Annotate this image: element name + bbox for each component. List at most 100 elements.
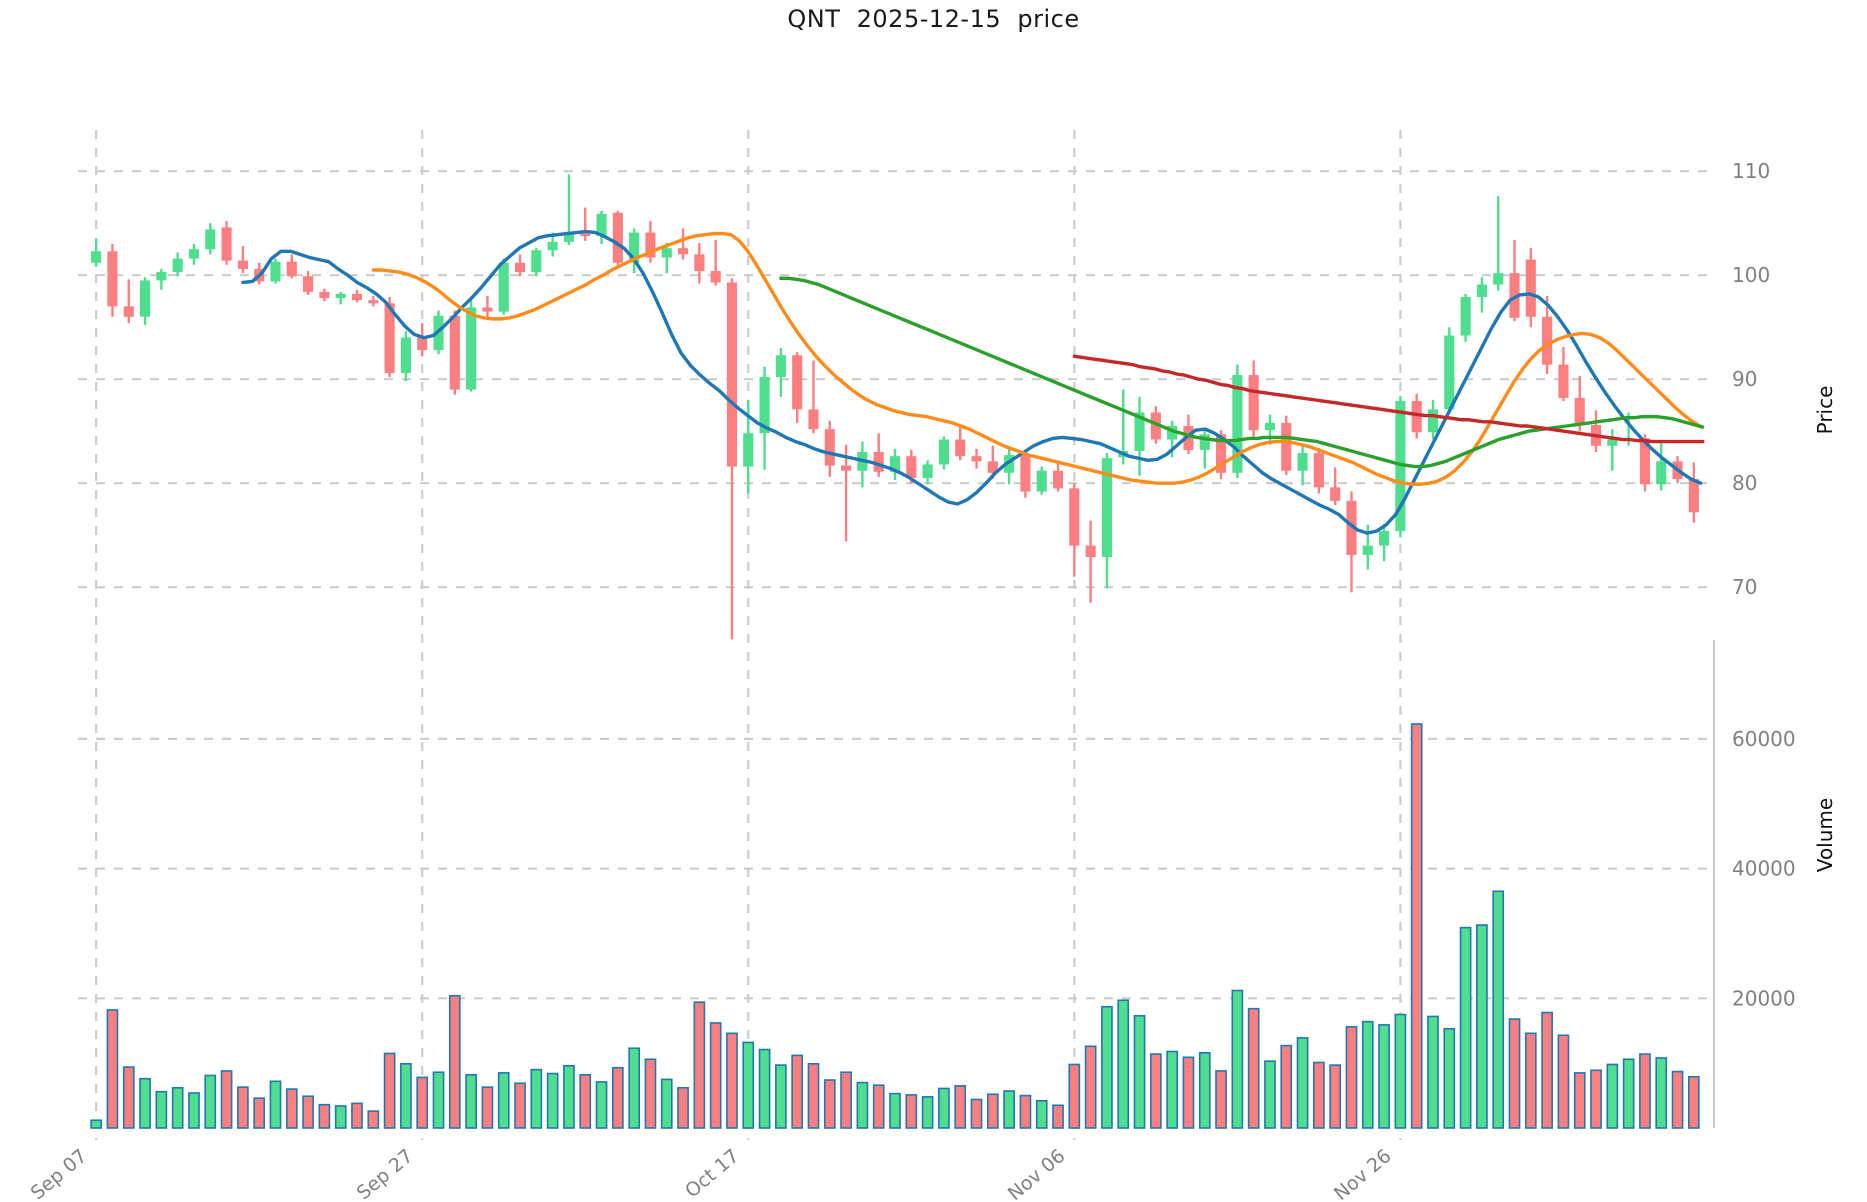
volume-bar <box>106 1009 119 1129</box>
candle-body <box>1525 259 1536 317</box>
candle-body <box>1688 479 1699 513</box>
candle-body <box>971 456 982 462</box>
volume-bar <box>921 1096 934 1129</box>
volume-bar <box>1655 1057 1668 1129</box>
candle-body <box>1101 458 1112 558</box>
volume-bar <box>171 1086 184 1129</box>
candle-body <box>1248 375 1259 431</box>
candle-body <box>156 272 167 281</box>
volume-bar <box>90 1119 103 1129</box>
date-tick-label: Nov 06 <box>1004 1145 1070 1202</box>
candle-body <box>743 433 754 467</box>
volume-bar <box>758 1048 771 1129</box>
candle-body <box>612 212 623 263</box>
volume-bar <box>416 1076 429 1129</box>
volume-bar <box>1427 1015 1439 1129</box>
volume-bar <box>742 1041 755 1129</box>
volume-bar <box>188 1092 200 1129</box>
volume-bar <box>1182 1056 1195 1129</box>
volume-bar <box>155 1090 168 1129</box>
volume-bar <box>1606 1063 1619 1129</box>
volume-bar <box>726 1032 738 1129</box>
candle-body <box>1639 438 1650 485</box>
candle-body <box>335 293 346 299</box>
volume-tick-label: 60000 <box>1732 727 1796 751</box>
candle-body <box>873 452 884 472</box>
candle-body <box>205 229 216 250</box>
volume-bar <box>1329 1064 1342 1129</box>
candle-body <box>629 232 640 263</box>
price-tick-label: 110 <box>1732 159 1770 183</box>
volume-bar <box>1622 1058 1635 1129</box>
volume-bar <box>1541 1011 1553 1129</box>
candle-body <box>1444 335 1455 410</box>
candle-body <box>498 262 509 312</box>
volume-bar <box>383 1052 396 1129</box>
volume-bar <box>1084 1045 1097 1129</box>
candle-body <box>237 260 248 269</box>
volume-bar <box>1296 1037 1309 1129</box>
volume-bar <box>1035 1099 1048 1129</box>
moving-average-line-ma-blue <box>241 229 1703 535</box>
candle-body <box>531 250 542 273</box>
volume-bar <box>497 1072 510 1129</box>
candle-body <box>221 227 232 261</box>
volume-bar <box>139 1077 151 1129</box>
volume-bar <box>1231 989 1244 1129</box>
volume-bar <box>1003 1090 1015 1129</box>
volume-bar <box>481 1086 494 1129</box>
volume-bar <box>432 1071 445 1129</box>
moving-average-line-ma-orange <box>371 231 1704 486</box>
candle-body <box>351 293 363 301</box>
candle-body <box>1330 487 1341 501</box>
volume-bar <box>1557 1034 1570 1129</box>
volume-bar <box>1671 1070 1684 1129</box>
candle-body <box>906 456 917 478</box>
volume-bar <box>905 1094 918 1129</box>
volume-bar <box>872 1084 885 1129</box>
candle-body <box>841 465 852 471</box>
candle-body <box>1167 426 1178 440</box>
volume-bar <box>122 1066 135 1129</box>
volume-bar <box>986 1093 999 1129</box>
candle-body <box>1183 426 1194 450</box>
volume-bar <box>1247 1007 1260 1129</box>
candle-body <box>987 461 998 473</box>
volume-bar <box>269 1080 282 1129</box>
volume-bar <box>1052 1104 1064 1129</box>
candle-body <box>563 233 574 242</box>
candle-body <box>792 355 803 410</box>
candle-body <box>107 251 118 307</box>
candle-body <box>172 258 183 273</box>
candle-body <box>1558 364 1569 398</box>
volume-bar <box>677 1086 689 1129</box>
volume-bar <box>1149 1053 1162 1129</box>
candle-body <box>1264 422 1276 431</box>
volume-bar <box>563 1064 575 1129</box>
candle-body <box>1199 434 1210 450</box>
price-tick-label: 70 <box>1732 575 1757 599</box>
volume-bar <box>1133 1015 1146 1129</box>
volume-bar <box>1117 999 1130 1129</box>
volume-bar <box>1166 1050 1179 1129</box>
candle-body <box>1232 375 1243 473</box>
volume-bar <box>220 1070 233 1129</box>
volume-bar <box>1492 890 1505 1129</box>
volume-bar <box>351 1102 363 1129</box>
candle-body <box>1379 531 1390 546</box>
candle-body <box>368 300 379 304</box>
candle-body <box>270 261 281 282</box>
volume-bar <box>237 1086 249 1129</box>
price-axis-title: Price <box>1813 386 1837 435</box>
candle-body <box>661 248 672 258</box>
candle-body <box>922 464 933 478</box>
volume-bar <box>1019 1094 1032 1129</box>
volume-bar <box>807 1063 820 1129</box>
price-tick-label: 100 <box>1732 263 1770 287</box>
volume-tick-label: 40000 <box>1732 857 1796 881</box>
volume-bar <box>465 1074 477 1129</box>
volume-bar <box>644 1058 657 1129</box>
chart-title: QNT 2025-12-15 price <box>787 5 1080 33</box>
volume-bar <box>1687 1075 1700 1129</box>
